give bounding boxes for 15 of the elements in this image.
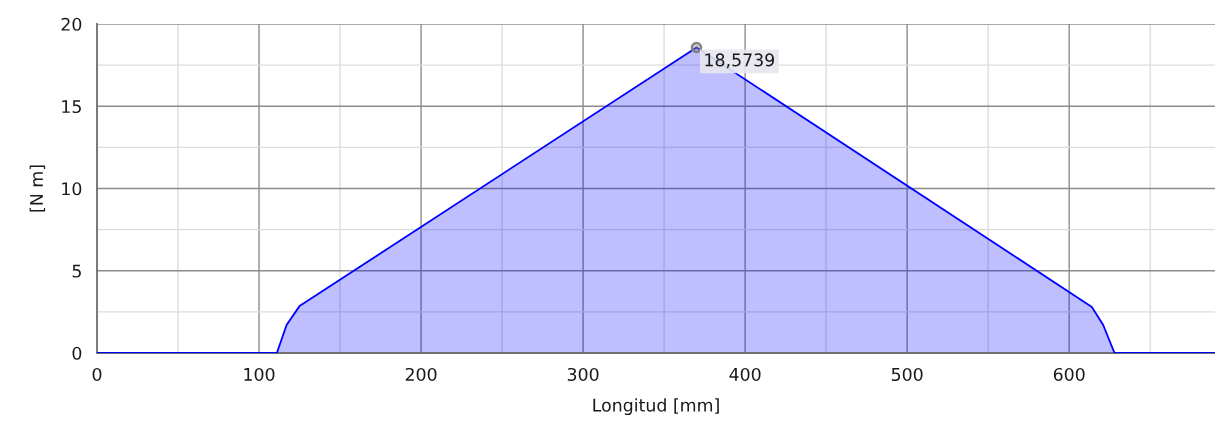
y-tick-label: 0 (72, 346, 82, 360)
x-tick-label: 200 (405, 367, 437, 382)
y-tick-label: 15 (62, 100, 81, 114)
x-tick-label: 100 (244, 367, 275, 382)
x-tick-label: 300 (567, 367, 599, 382)
y-tick-label: 10 (62, 182, 82, 196)
data-label: 18,5739 (705, 53, 775, 69)
x-tick-label: 400 (729, 367, 761, 382)
y-tick-label: 20 (61, 17, 82, 31)
x-tick-label: 500 (891, 367, 923, 382)
x-axis-title: Longitud [mm] (593, 398, 719, 416)
y-axis-title: [N m] (29, 165, 46, 212)
y-tick-label: 5 (72, 264, 81, 278)
x-tick-label: 0 (92, 367, 102, 382)
x-tick-label: 600 (1053, 367, 1085, 382)
